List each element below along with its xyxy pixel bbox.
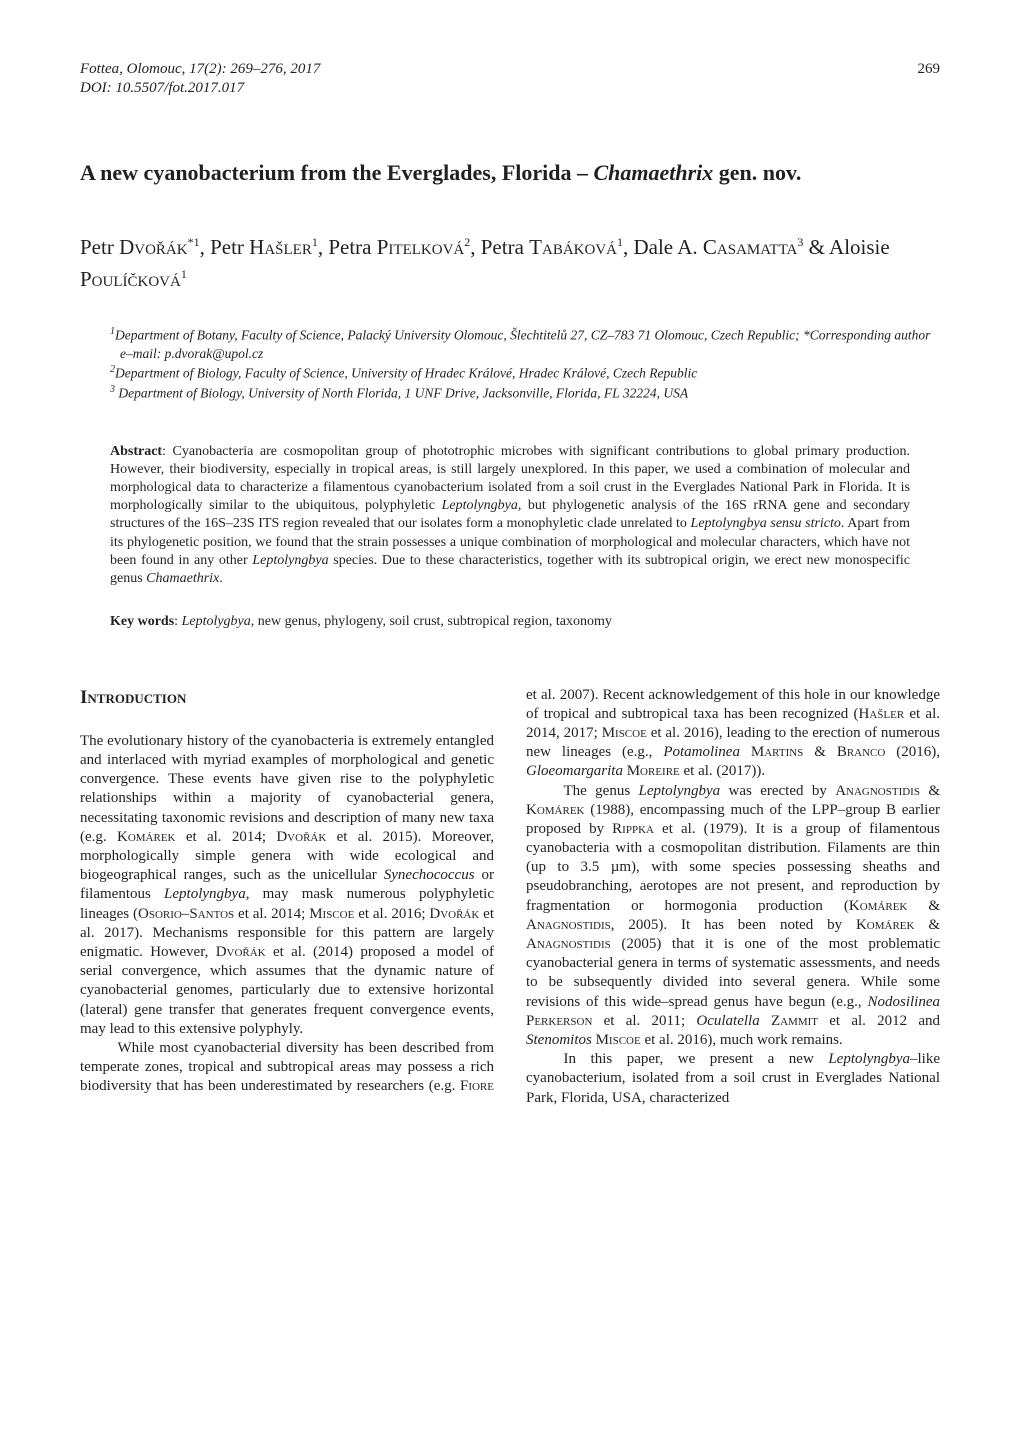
affiliation: 3 Department of Biology, University of N…: [110, 383, 940, 403]
keywords-italic: Leptolygbya: [182, 614, 251, 629]
affiliation: 2Department of Biology, Faculty of Scien…: [110, 363, 940, 383]
keywords-label: Key words: [110, 614, 174, 629]
affiliation: 1Department of Botany, Faculty of Scienc…: [110, 325, 940, 363]
abstract-italic-3: Leptolyngbya: [252, 553, 328, 568]
body-paragraph: The genus Leptolyngbya was erected by An…: [526, 782, 940, 1051]
section-heading-introduction: Introduction: [80, 686, 494, 710]
affiliations: 1Department of Botany, Faculty of Scienc…: [110, 325, 940, 402]
abstract-text-5: .: [219, 571, 223, 586]
author-list: Petr Dvořák*1, Petr Hašler1, Petra Pitel…: [80, 232, 940, 295]
abstract: Abstract: Cyanobacteria are cosmopolitan…: [110, 443, 910, 589]
title-tail: gen. nov.: [713, 160, 801, 185]
abstract-italic-2: Leptolyngbya sensu stricto: [691, 516, 841, 531]
abstract-label: Abstract: [110, 444, 162, 459]
journal-line-2: DOI: 10.5507/fot.2017.017: [80, 80, 244, 96]
keywords: Key words: Leptolygbya, new genus, phylo…: [110, 613, 910, 631]
body-columns: Introduction The evolutionary history of…: [80, 686, 940, 1108]
journal-line-1: Fottea, Olomouc, 17(2): 269–276, 2017: [80, 61, 320, 77]
keywords-rest: , new genus, phylogeny, soil crust, subt…: [251, 614, 612, 629]
journal-citation: Fottea, Olomouc, 17(2): 269–276, 2017 DO…: [80, 60, 320, 98]
abstract-italic-4: Chamaethrix: [146, 571, 219, 586]
body-paragraphs: The evolutionary history of the cyanobac…: [80, 686, 940, 1108]
running-header: Fottea, Olomouc, 17(2): 269–276, 2017 DO…: [80, 60, 940, 98]
page-number: 269: [918, 60, 941, 98]
article-title: A new cyanobacterium from the Everglades…: [80, 158, 940, 188]
title-plain: A new cyanobacterium from the Everglades…: [80, 160, 593, 185]
abstract-italic-1: Leptolyngbya: [442, 498, 518, 513]
body-paragraph: In this paper, we present a new Leptolyn…: [526, 1050, 940, 1108]
title-genus: Chamaethrix: [593, 160, 713, 185]
body-paragraph: The evolutionary history of the cyanobac…: [80, 732, 494, 1039]
